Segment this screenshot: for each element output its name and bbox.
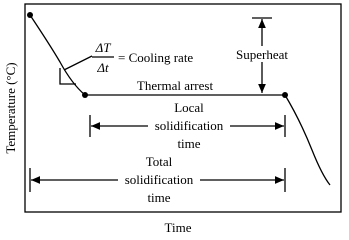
total-label: Total (146, 154, 173, 169)
local-label: solidification (155, 118, 224, 133)
slope-triangle (59, 68, 76, 85)
point (27, 12, 33, 18)
total-label: solidification (125, 172, 194, 187)
y-axis-label: Temperature (°C) (3, 62, 18, 153)
numerator: ΔT (95, 40, 112, 55)
label-bg (148, 117, 230, 133)
local-label: time (177, 136, 200, 151)
denominator: Δt (96, 60, 109, 75)
thermal-arrest-label: Thermal arrest (137, 78, 214, 93)
point (282, 92, 288, 98)
cooling-rate-label: = Cooling rate (118, 50, 193, 65)
label-bg (118, 171, 200, 187)
cooling-curve (29, 14, 331, 186)
point (82, 92, 88, 98)
leader-line (63, 55, 93, 71)
plot-frame (24, 3, 342, 213)
label-bg (228, 46, 296, 62)
total-label: time (147, 190, 170, 205)
local-label: Local (174, 100, 204, 115)
superheat-label: Superheat (236, 47, 288, 62)
x-axis-label: Time (165, 220, 192, 235)
